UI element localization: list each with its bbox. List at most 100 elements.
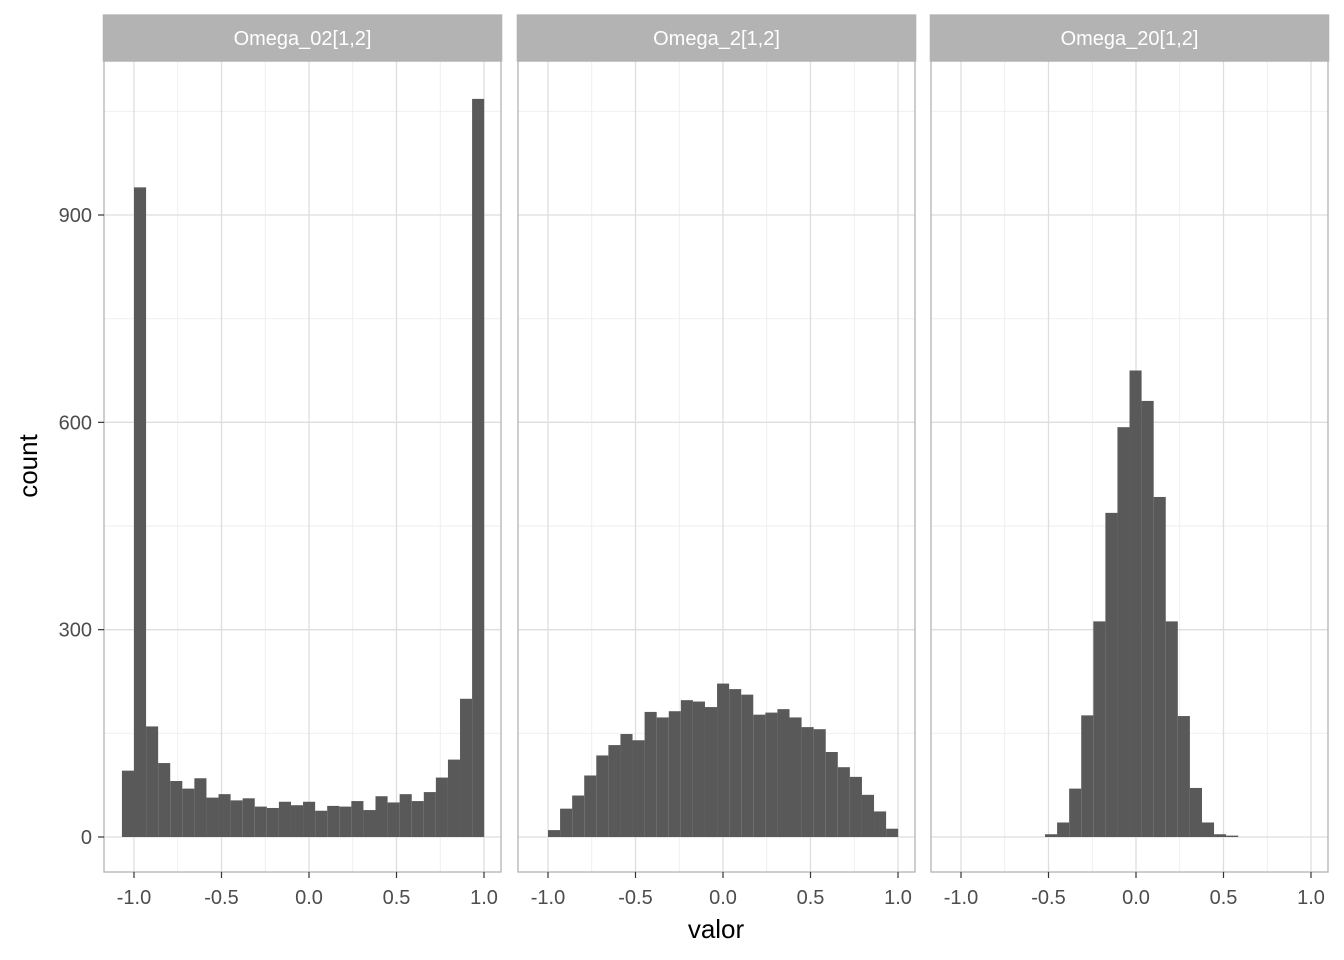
histogram-bar (837, 767, 850, 837)
histogram-bar (777, 709, 790, 837)
facet-panel: Omega_02[1,2] -1.0 -0.5 0.0 0.5 1.0 (102, 14, 503, 909)
histogram-bar (146, 726, 159, 837)
facet-strip (102, 14, 503, 62)
histogram-bar (596, 755, 609, 837)
histogram-bar (813, 729, 826, 837)
histogram-bar (1093, 621, 1106, 837)
x-tick-label: -0.5 (618, 887, 652, 909)
histogram-bar (849, 776, 862, 837)
histogram-bar (387, 802, 400, 837)
histogram-bar (886, 828, 899, 837)
histogram-bar (363, 810, 376, 837)
x-tick-label: -0.5 (204, 887, 238, 909)
histogram-bar (1201, 822, 1215, 837)
histogram-bar (339, 806, 352, 837)
histogram-bar (1153, 496, 1166, 837)
histogram-bar (1117, 427, 1130, 837)
histogram-bar (765, 712, 778, 837)
y-tick-label: 900 (59, 205, 92, 227)
histogram-bar (717, 683, 730, 837)
x-tick-label: 0.0 (709, 887, 737, 909)
facet-panel: Omega_2[1,2] -1.0 -0.5 0.0 0.5 1.0 (516, 14, 917, 909)
histogram-bar (584, 775, 597, 837)
histogram-bar (1141, 400, 1154, 837)
histogram-bar (182, 788, 195, 837)
histogram-bar (1045, 834, 1058, 837)
x-tick-label: 0.0 (295, 887, 323, 909)
histogram-bar (423, 792, 436, 837)
histogram-bar (680, 700, 693, 837)
facet-strip (516, 14, 917, 62)
histogram-bar (608, 745, 621, 837)
histogram-bar (644, 711, 657, 837)
x-tick-label: 1.0 (1297, 887, 1325, 909)
histogram-bar (548, 830, 561, 837)
histogram-bar (158, 763, 171, 837)
histogram-bar (327, 805, 340, 837)
x-tick-label: 0.5 (1210, 887, 1238, 909)
histogram-bar (242, 798, 255, 837)
histogram-bar (1177, 716, 1190, 837)
panels: Omega_02[1,2] -1.0 -0.5 0.0 0.5 1.0 Omega_2[1,… (102, 14, 1330, 909)
histogram-bar (399, 794, 412, 837)
histogram-bar (729, 689, 742, 837)
histogram-bar (278, 801, 291, 837)
facet-strip (929, 14, 1330, 62)
histogram-bar (861, 794, 875, 837)
x-tick-label: 0.5 (383, 887, 411, 909)
x-tick-label: -1.0 (944, 887, 978, 909)
panel-background (104, 61, 501, 872)
histogram-bar (411, 801, 424, 837)
y-axis: 0 300 600 900 (59, 205, 104, 849)
histogram-bar (254, 806, 267, 837)
histogram-bar (121, 770, 134, 837)
histogram-bar (218, 794, 231, 837)
y-tick-label: 0 (81, 827, 92, 849)
x-tick-label: -0.5 (1031, 887, 1065, 909)
histogram-bar (1214, 834, 1227, 837)
histogram-bar (435, 777, 448, 837)
histogram-bar (351, 801, 364, 837)
facet-strip-label: Omega_2[1,2] (653, 28, 780, 50)
histogram-bar (656, 717, 669, 837)
y-axis-title: count (13, 433, 43, 497)
histogram-bar (1081, 715, 1094, 837)
histogram-bar (1129, 370, 1142, 837)
histogram-bar (375, 796, 388, 837)
facet-panel: Omega_20[1,2] -1.0 -0.5 0.0 0.5 1.0 (929, 14, 1330, 909)
x-tick-label: -1.0 (531, 887, 565, 909)
histogram-bar (753, 714, 766, 837)
histogram-bar (741, 694, 754, 837)
histogram-bar (1165, 621, 1178, 837)
histogram-bar (303, 801, 316, 837)
histogram-bar (572, 795, 585, 837)
histogram-bar (460, 698, 473, 837)
histogram-bar (825, 751, 838, 837)
x-axis-title: valor (688, 914, 745, 944)
x-tick-label: 1.0 (470, 887, 498, 909)
x-tick-label: 0.0 (1122, 887, 1150, 909)
histogram-bar (1105, 512, 1118, 837)
histogram-bar (801, 727, 814, 837)
histogram-bar (266, 807, 279, 837)
histogram-bar (668, 711, 681, 837)
histogram-bar (230, 800, 243, 837)
histogram-bar (447, 759, 461, 837)
histogram-bar (315, 810, 328, 837)
histogram-bar (206, 797, 219, 837)
histogram-bar (789, 717, 802, 837)
y-tick-label: 600 (59, 412, 92, 434)
histogram-bar (560, 808, 573, 837)
histogram-bar (290, 805, 304, 837)
histogram-bar (632, 740, 645, 837)
histogram-bar (620, 734, 633, 837)
facet-strip-label: Omega_02[1,2] (234, 28, 372, 50)
histogram-bar (134, 187, 147, 837)
histogram-bar (472, 98, 485, 838)
x-tick-label: 0.5 (797, 887, 825, 909)
histogram-bar (194, 778, 207, 837)
histogram-bar (692, 701, 705, 837)
histogram-bar (1069, 788, 1082, 837)
histogram-bar (1189, 787, 1202, 837)
